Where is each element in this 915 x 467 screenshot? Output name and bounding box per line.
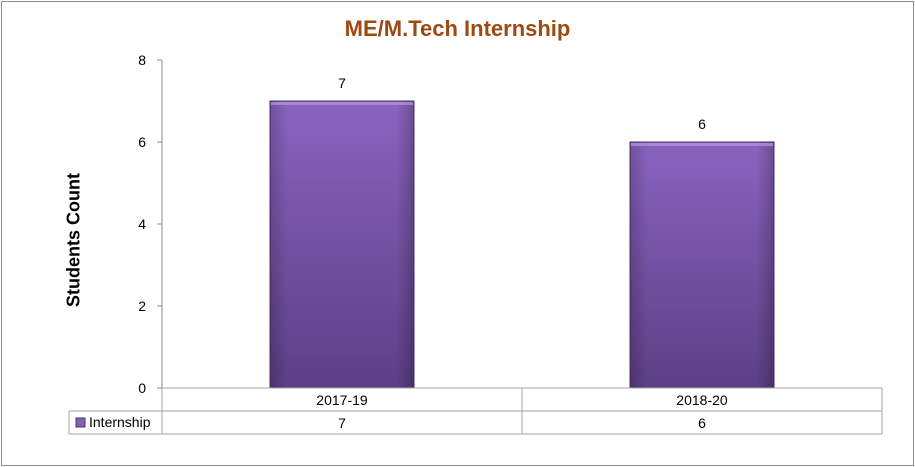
y-tick-label: 2 (138, 298, 146, 314)
y-tick-label: 6 (138, 134, 146, 150)
x-category-label: 2018-20 (676, 392, 728, 408)
bar-shade (270, 101, 414, 388)
data-label: 6 (698, 116, 706, 132)
x-category-label: 2017-19 (316, 392, 368, 408)
y-tick-label: 0 (138, 380, 146, 396)
bar-shade (630, 142, 774, 388)
legend-swatch (75, 417, 86, 428)
bar-highlight (631, 143, 773, 146)
data-label: 7 (338, 75, 346, 91)
chart-title: ME/M.Tech Internship (344, 16, 571, 41)
y-tick-label: 8 (138, 52, 146, 68)
bar-highlight (271, 102, 413, 105)
table-value: 7 (338, 415, 346, 431)
y-tick-label: 4 (138, 216, 146, 232)
table-value: 6 (698, 415, 706, 431)
legend-label: Internship (89, 414, 151, 430)
